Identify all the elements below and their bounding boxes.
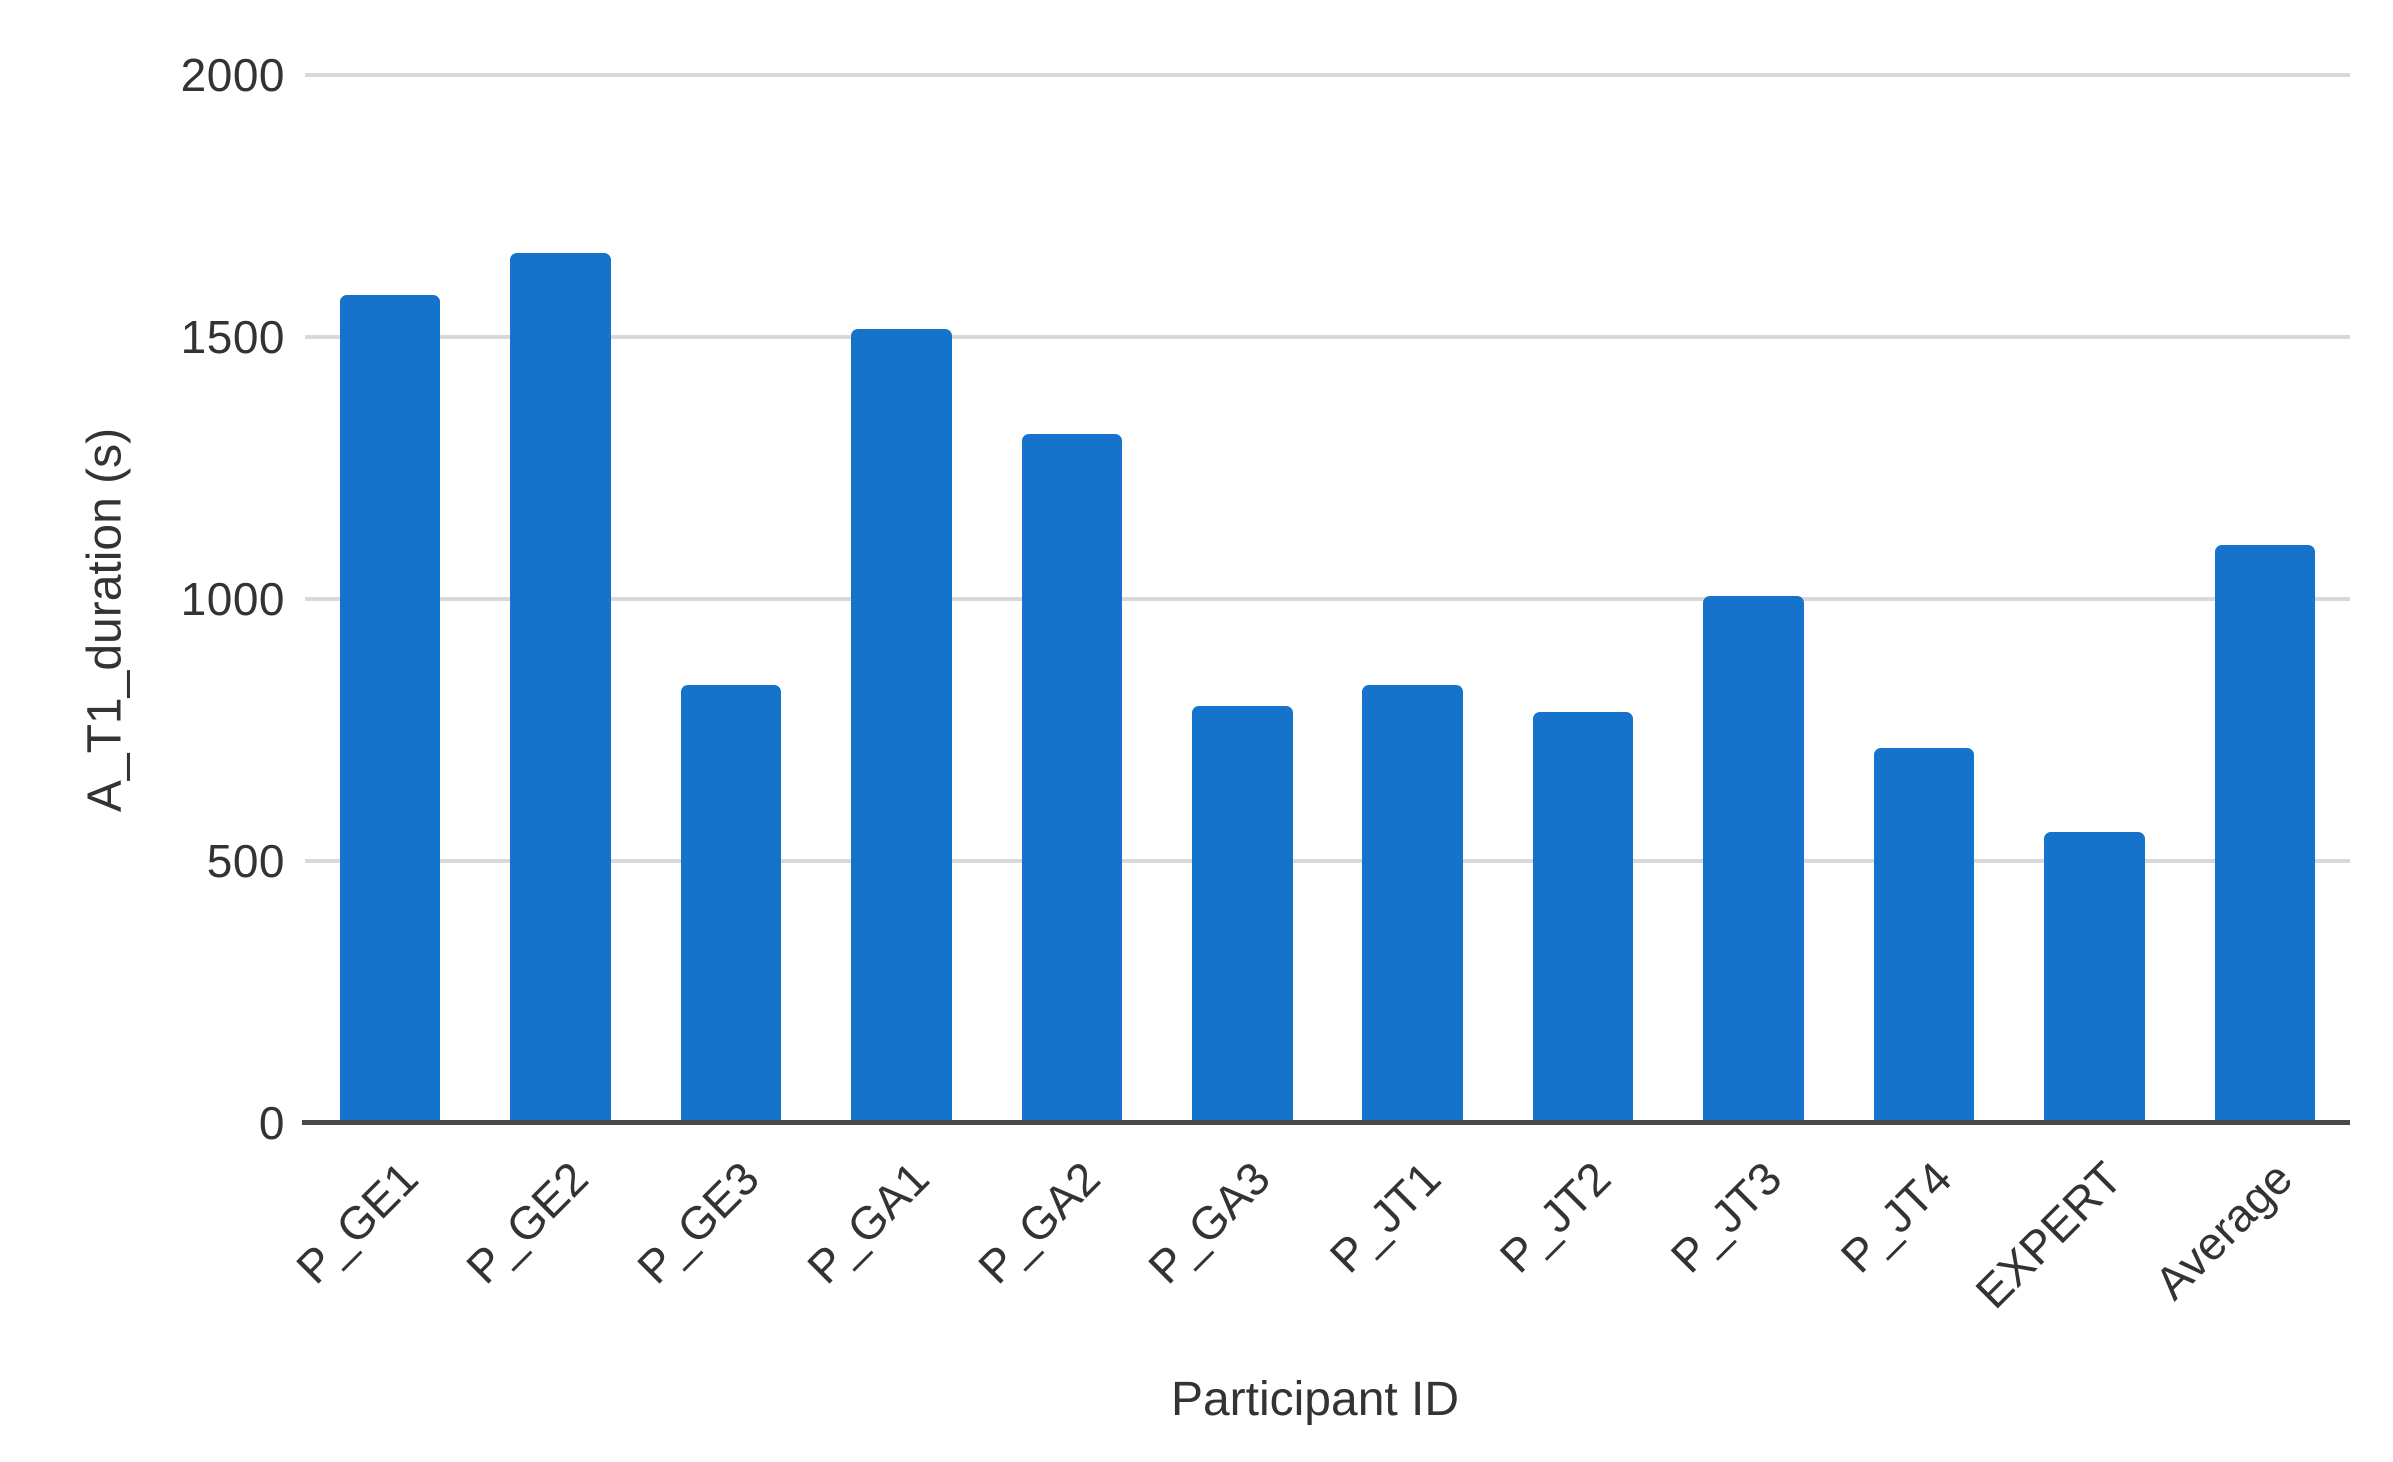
bar-P_GA1 <box>851 329 952 1123</box>
bar-EXPERT <box>2044 832 2145 1123</box>
x-tick-label-Average: Average <box>2144 1151 2303 1310</box>
x-tick-label-P_GE2: P_GE2 <box>456 1151 599 1294</box>
bar-Average <box>2214 544 2316 1123</box>
bar-P_JT2 <box>1532 711 1634 1123</box>
x-tick-label-P_JT2: P_JT2 <box>1489 1151 1621 1283</box>
bars-container <box>305 75 2350 1123</box>
bar-slot-P_GA1 <box>816 75 986 1123</box>
y-tick-label-2000: 2000 <box>180 49 285 101</box>
bar-slot-P_GA3 <box>1157 75 1327 1123</box>
x-axis-line <box>302 1120 2350 1125</box>
bar-slot-P_JT3 <box>1668 75 1838 1123</box>
x-tick-label-P_GA3: P_GA3 <box>1138 1151 1280 1294</box>
x-tick-label-P_GA2: P_GA2 <box>967 1151 1110 1294</box>
x-axis-title: Participant ID <box>1170 1373 1460 1426</box>
bar-slot-P_GE1 <box>305 75 475 1123</box>
x-tick-label-P_GA1: P_GA1 <box>797 1151 939 1294</box>
x-tick-label-P_JT4: P_JT4 <box>1830 1151 1962 1283</box>
bar-P_JT3 <box>1703 596 1804 1123</box>
y-tick-label-0: 0 <box>258 1097 285 1149</box>
y-tick-label-1000: 1000 <box>180 573 285 625</box>
gridline-2000 <box>305 73 2350 77</box>
bar-P_GE3 <box>680 685 782 1123</box>
y-axis-tick-labels: 0 500 1000 1500 2000 <box>0 49 285 1149</box>
y-tick-label-500: 500 <box>206 835 285 887</box>
y-tick-label-1500: 1500 <box>180 311 285 363</box>
bar-slot-P_GE2 <box>475 75 645 1123</box>
bar-slot-P_GE3 <box>646 75 816 1123</box>
plot-area <box>302 73 2350 1125</box>
gridline-1000 <box>305 597 2350 601</box>
x-tick-label-P_JT1: P_JT1 <box>1319 1151 1451 1283</box>
bar-slot-P_GA2 <box>987 75 1157 1123</box>
x-tick-label-P_GE1: P_GE1 <box>286 1151 428 1294</box>
bar-slot-Average <box>2180 75 2350 1123</box>
x-tick-label-P_JT3: P_JT3 <box>1660 1151 1792 1283</box>
bar-slot-EXPERT <box>2009 75 2179 1123</box>
bar-P_JT4 <box>1873 748 1975 1123</box>
bar-P_JT1 <box>1362 685 1464 1123</box>
x-tick-label-EXPERT: EXPERT <box>1965 1151 2132 1319</box>
bar-P_GE2 <box>510 253 611 1123</box>
x-tick-label-P_GE3: P_GE3 <box>626 1151 769 1294</box>
bar-slot-P_JT1 <box>1328 75 1498 1123</box>
gridline-1500 <box>305 335 2350 339</box>
bar-slot-P_JT2 <box>1498 75 1668 1123</box>
bar-P_GA2 <box>1021 433 1123 1123</box>
bar-slot-P_JT4 <box>1839 75 2009 1123</box>
gridline-500 <box>305 859 2350 863</box>
x-axis-tick-labels: P_GE1 P_GE2 P_GE3 P_GA1 P_GA2 P_GA3 P_JT1 P_JT2… <box>286 1123 2350 1353</box>
bar-P_GA3 <box>1192 706 1293 1123</box>
bar-P_GE1 <box>339 295 441 1123</box>
